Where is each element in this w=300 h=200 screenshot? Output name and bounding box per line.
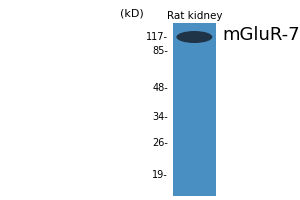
Text: 117-: 117- (146, 32, 168, 42)
Text: 48-: 48- (152, 83, 168, 93)
Text: 19-: 19- (152, 170, 168, 180)
Text: Rat kidney: Rat kidney (167, 11, 222, 21)
Text: 85-: 85- (152, 46, 168, 56)
Text: (kD): (kD) (120, 8, 144, 18)
Text: 34-: 34- (152, 112, 168, 122)
Ellipse shape (176, 31, 212, 43)
Text: mGluR-7: mGluR-7 (222, 26, 300, 44)
Bar (172, 23, 216, 196)
Text: 26-: 26- (152, 138, 168, 148)
